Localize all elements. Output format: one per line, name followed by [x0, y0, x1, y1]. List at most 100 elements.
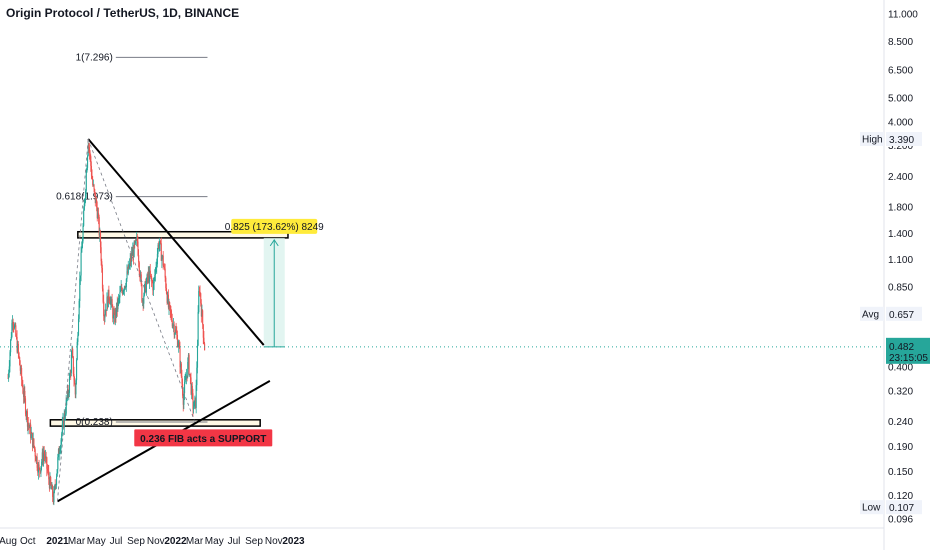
candle-body: [118, 297, 120, 300]
candle-body: [65, 399, 67, 414]
candle-body: [140, 274, 142, 285]
candle-body: [84, 199, 86, 204]
price-tick: 0.096: [888, 515, 913, 526]
candle-body: [85, 190, 87, 200]
candle-body: [127, 264, 129, 274]
candle-body: [153, 277, 155, 284]
candle-body: [26, 411, 28, 415]
candle-body: [70, 372, 72, 374]
candle-body: [68, 392, 70, 394]
price-axis[interactable]: 11.000 8.500 6.500 5.000 4.000 3.200 2.400 1.80…: [0, 10, 930, 526]
candle-body: [113, 312, 115, 314]
price-tick: 1.100: [888, 255, 913, 266]
candle-body: [95, 200, 97, 204]
candle-body: [151, 276, 153, 281]
candle-body: [137, 241, 139, 256]
candle-body: [162, 255, 164, 257]
candle-body: [154, 268, 157, 275]
candle-body: [190, 377, 192, 394]
candle-body: [175, 329, 177, 333]
symbol-title[interactable]: Origin Protocol / TetherUS, 1D, BINANCE: [6, 6, 240, 20]
candle-body: [43, 453, 45, 462]
candle-body: [99, 232, 102, 248]
candle-body: [88, 144, 90, 147]
zones-layer: [49, 230, 289, 427]
candle-body: [92, 179, 94, 186]
candle-body: [32, 438, 34, 448]
candle-body: [104, 314, 106, 318]
candle-body: [150, 275, 152, 277]
candle-body: [81, 241, 83, 249]
candle-body: [27, 423, 29, 427]
candle-body: [24, 398, 27, 414]
candle-body: [21, 379, 23, 386]
candle-body: [159, 240, 161, 245]
candle-body: [112, 306, 114, 319]
candle-body: [182, 383, 184, 396]
candle-body: [116, 302, 118, 316]
time-axis[interactable]: Aug Oct 2021 Mar May Jul Sep Nov 2022 Mar May Jul Se…: [0, 536, 305, 547]
candle-body: [41, 461, 43, 467]
candle-body: [138, 262, 140, 273]
candle-body: [43, 453, 45, 455]
candle-body: [165, 277, 167, 289]
candle-body: [82, 225, 84, 242]
candle-body: [44, 454, 46, 459]
candle-body: [123, 290, 125, 292]
price-tick: 3.200: [888, 141, 913, 152]
candle-body: [94, 192, 96, 204]
candle-body: [160, 240, 162, 244]
candle-body: [54, 485, 56, 487]
candle-body: [37, 467, 39, 473]
time-tick: 2022: [164, 536, 187, 547]
price-tick: 1.800: [888, 202, 913, 213]
candle-body: [9, 352, 11, 367]
candle-body: [198, 290, 200, 313]
fib-level-label: 0.618(1.973): [56, 192, 113, 203]
candle-body: [13, 325, 16, 329]
candle-body: [196, 345, 199, 368]
candle-body: [73, 373, 75, 381]
candle-body: [30, 424, 32, 439]
candle-body: [125, 287, 127, 289]
time-tick: Jul: [228, 536, 241, 547]
candle-body: [193, 408, 195, 410]
candle-body: [72, 356, 74, 374]
avg_label-tag: Avg: [862, 309, 879, 320]
candle-body: [140, 274, 142, 279]
support-callout-label: 0.236 FIB acts a SUPPORT: [140, 434, 266, 445]
candle-body: [173, 324, 175, 326]
candle-body: [149, 270, 151, 276]
descending-resistance-line: [87, 138, 265, 346]
candle-body: [107, 297, 109, 308]
time-tick: Oct: [20, 536, 36, 547]
candle-body: [198, 290, 200, 292]
candle-body: [72, 348, 74, 357]
candle-body: [109, 300, 111, 305]
candle-body: [8, 372, 10, 379]
candle-body: [170, 311, 172, 314]
candle-body: [157, 244, 159, 254]
price-tick: 0.120: [888, 491, 913, 502]
candle-body: [79, 275, 82, 279]
candle-body: [193, 400, 195, 409]
candle-body: [39, 467, 41, 471]
low_label-tag: Low: [862, 503, 881, 514]
fib-level-label: 0(0.238): [76, 417, 113, 428]
measure-layer: 0.825 (173.62%) 8249: [225, 218, 324, 348]
candle-body: [96, 200, 98, 208]
candle-body: [45, 456, 47, 458]
time-tick: Jul: [110, 536, 123, 547]
candle-body: [96, 207, 98, 219]
candle-body: [162, 255, 164, 266]
resistance-zone: [77, 230, 289, 239]
candle-body: [90, 156, 92, 166]
candle-body: [197, 312, 199, 346]
time-tick: Nov: [147, 536, 165, 547]
candle-body: [74, 380, 76, 385]
candle-body: [121, 287, 123, 291]
candle-body: [32, 433, 34, 448]
candle-body: [201, 310, 203, 317]
candle-body: [39, 470, 41, 473]
